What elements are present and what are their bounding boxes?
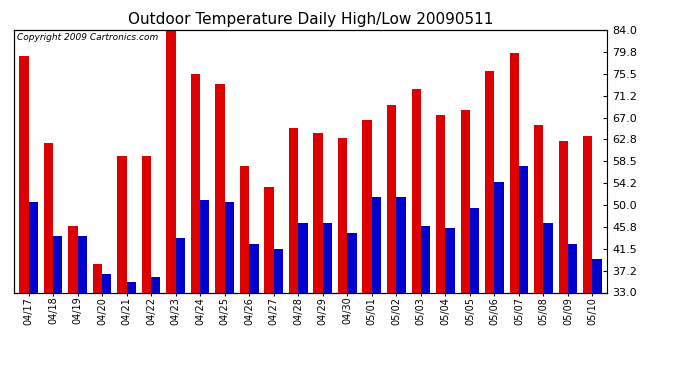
- Bar: [534, 125, 544, 292]
- Bar: [485, 71, 495, 292]
- Bar: [436, 115, 445, 292]
- Bar: [387, 105, 396, 292]
- Bar: [411, 89, 421, 292]
- Bar: [176, 238, 185, 292]
- Bar: [68, 226, 77, 292]
- Bar: [421, 226, 430, 292]
- Bar: [362, 120, 372, 292]
- Bar: [559, 141, 568, 292]
- Bar: [225, 202, 234, 292]
- Bar: [77, 236, 87, 292]
- Bar: [43, 143, 53, 292]
- Text: Copyright 2009 Cartronics.com: Copyright 2009 Cartronics.com: [17, 33, 158, 42]
- Bar: [347, 233, 357, 292]
- Bar: [274, 249, 283, 292]
- Bar: [568, 244, 578, 292]
- Bar: [313, 133, 323, 292]
- Title: Outdoor Temperature Daily High/Low 20090511: Outdoor Temperature Daily High/Low 20090…: [128, 12, 493, 27]
- Bar: [102, 274, 111, 292]
- Bar: [323, 223, 332, 292]
- Bar: [200, 200, 210, 292]
- Bar: [215, 84, 225, 292]
- Bar: [445, 228, 455, 292]
- Bar: [593, 259, 602, 292]
- Bar: [249, 244, 259, 292]
- Bar: [53, 236, 62, 292]
- Bar: [519, 166, 529, 292]
- Bar: [372, 197, 381, 292]
- Bar: [19, 56, 28, 292]
- Bar: [338, 138, 347, 292]
- Bar: [470, 208, 479, 292]
- Bar: [495, 182, 504, 292]
- Bar: [240, 166, 249, 292]
- Bar: [191, 74, 200, 292]
- Bar: [460, 110, 470, 292]
- Bar: [151, 277, 161, 292]
- Bar: [544, 223, 553, 292]
- Bar: [166, 30, 176, 292]
- Bar: [289, 128, 298, 292]
- Bar: [126, 282, 136, 292]
- Bar: [396, 197, 406, 292]
- Bar: [28, 202, 38, 292]
- Bar: [298, 223, 308, 292]
- Bar: [583, 135, 593, 292]
- Bar: [510, 53, 519, 292]
- Bar: [142, 156, 151, 292]
- Bar: [264, 187, 274, 292]
- Bar: [92, 264, 102, 292]
- Bar: [117, 156, 126, 292]
